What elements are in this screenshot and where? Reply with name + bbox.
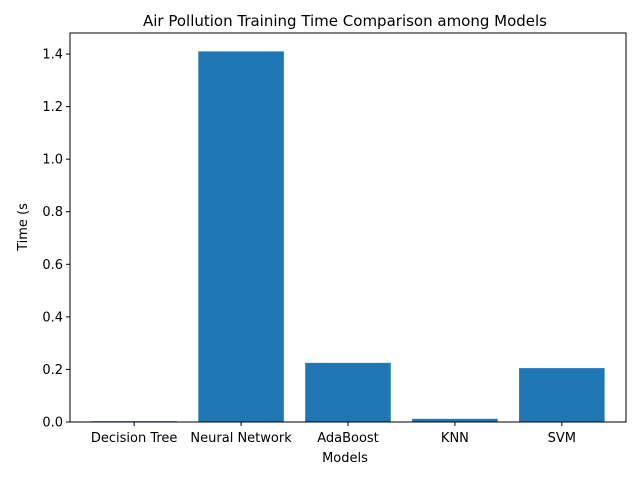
y-tick-label: 1.2 — [42, 100, 63, 115]
x-tick-label: SVM — [548, 431, 576, 446]
y-tick-label: 0.8 — [42, 205, 63, 220]
bar — [198, 51, 284, 422]
y-axis-label: Time (s — [16, 203, 31, 252]
y-tick-label: 0.0 — [42, 416, 63, 431]
chart-title: Air Pollution Training Time Comparison a… — [143, 12, 547, 30]
y-tick-label: 1.0 — [42, 153, 63, 168]
x-tick-label: KNN — [441, 431, 469, 446]
x-axis-ticks: Decision Tree Neural Network AdaBoost KNN SV… — [91, 422, 576, 446]
bar — [305, 362, 391, 422]
bars-group — [91, 51, 605, 423]
bar — [412, 418, 498, 422]
x-axis-label: Models — [322, 451, 368, 466]
y-axis-ticks: 0.0 0.2 0.4 0.6 0.8 1.0 1.2 1.4 — [42, 48, 70, 431]
bar — [519, 368, 605, 422]
plot-frame — [69, 32, 627, 423]
y-tick-label: 0.6 — [42, 258, 63, 273]
y-tick-label: 0.2 — [42, 363, 63, 378]
x-tick-label: Decision Tree — [91, 431, 178, 446]
y-tick-label: 0.4 — [42, 310, 63, 325]
y-tick-label: 1.4 — [42, 48, 63, 63]
x-tick-label: Neural Network — [190, 431, 292, 446]
x-tick-label: AdaBoost — [317, 431, 379, 446]
